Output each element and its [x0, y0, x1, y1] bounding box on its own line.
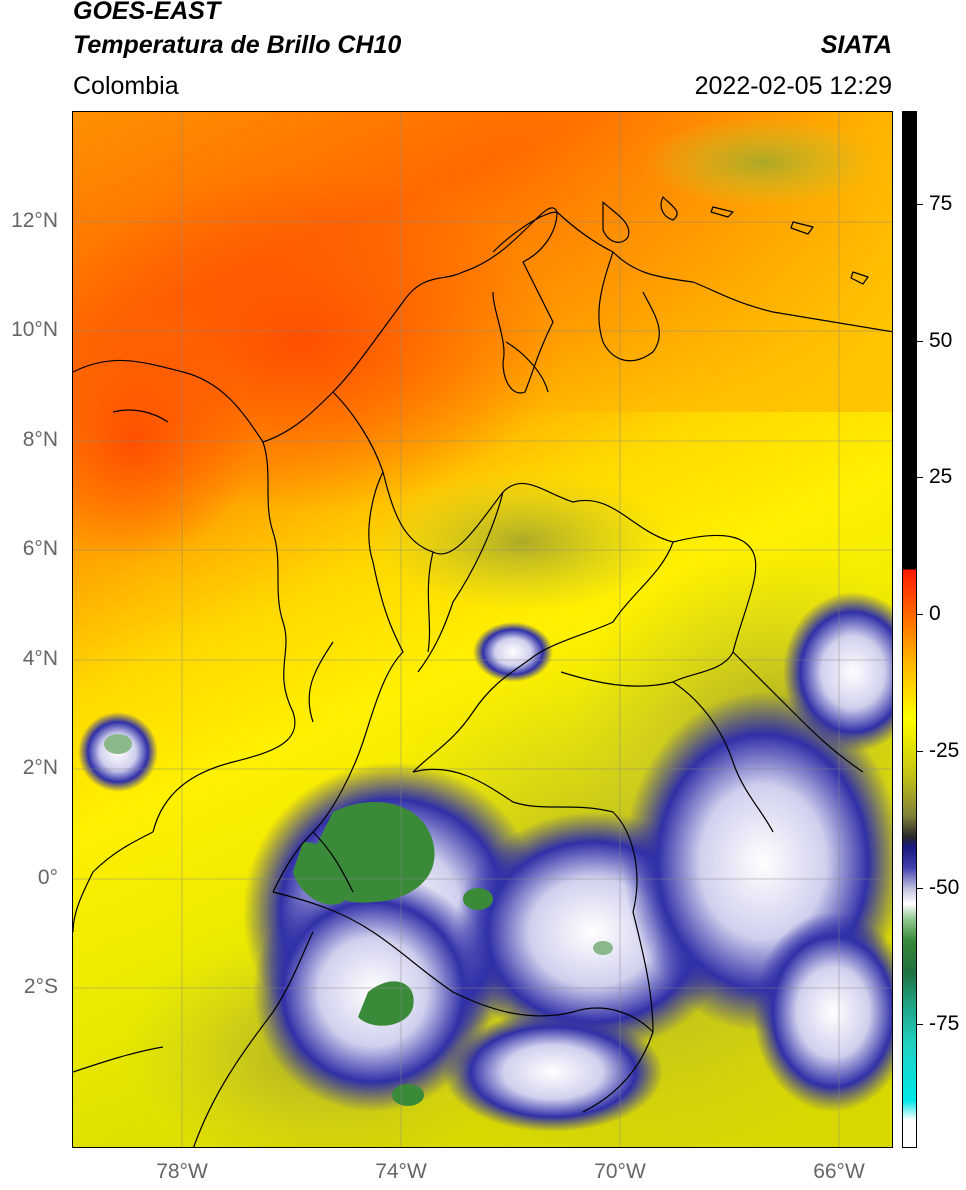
colorbar-tick — [917, 888, 923, 889]
colorbar-tick — [917, 1024, 923, 1025]
colorbar-label-0: 0 — [929, 602, 941, 625]
product-title: Temperatura de Brillo CH10 — [73, 31, 402, 59]
colorbar-label-50: 50 — [929, 329, 953, 352]
lat-label-6n: 6°N — [22, 537, 58, 560]
colorbar-tick — [917, 751, 923, 752]
lon-label-66w: 66°W — [813, 1160, 865, 1183]
temperature-colorbar — [902, 111, 917, 1148]
colorbar-label-minus25: -25 — [929, 739, 960, 762]
lat-label-12n: 12°N — [11, 209, 58, 232]
colorbar-label-minus50: -50 — [929, 876, 960, 899]
map-canvas — [73, 112, 892, 1147]
lat-label-4n: 4°N — [22, 647, 58, 670]
lon-label-78w: 78°W — [156, 1160, 208, 1183]
lat-label-8n: 8°N — [22, 428, 58, 451]
lat-label-10n: 10°N — [11, 318, 58, 341]
colorbar-tick — [917, 204, 923, 205]
agency-label: SIATA — [820, 31, 892, 59]
colorbar-tick — [917, 614, 923, 615]
lat-label-0: 0° — [37, 866, 58, 889]
colorbar-label-25: 25 — [929, 465, 953, 488]
colorbar-label-75: 75 — [929, 192, 953, 215]
satellite-title: GOES-EAST — [73, 0, 221, 25]
datetime-label: 2022-02-05 12:29 — [694, 72, 892, 100]
lon-label-74w: 74°W — [375, 1160, 427, 1183]
colorbar-tick — [917, 477, 923, 478]
brightness-temperature-map[interactable] — [72, 111, 893, 1148]
region-label: Colombia — [73, 72, 179, 100]
colorbar-label-minus75: -75 — [929, 1012, 960, 1035]
colorbar-tick — [917, 341, 923, 342]
lon-label-70w: 70°W — [594, 1160, 646, 1183]
lat-label-2n: 2°N — [22, 756, 58, 779]
lat-label-2s: 2°S — [23, 975, 58, 998]
